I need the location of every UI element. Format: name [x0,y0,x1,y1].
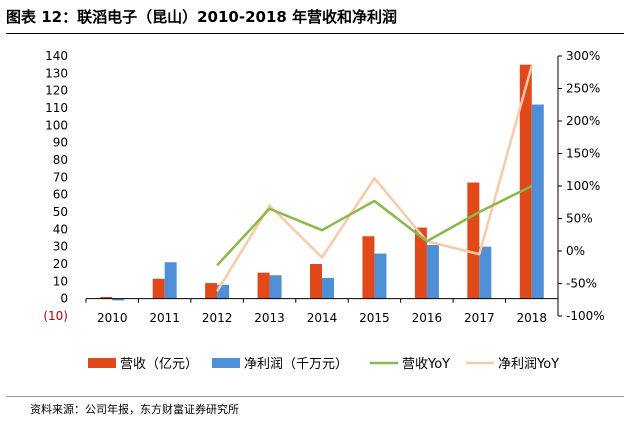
right-axis: -100% -50% 0% 50% 100% 150% 200% 250% 300% [557,49,605,323]
right-tick-label: 200% [566,114,600,128]
profit-bar-2011 [164,262,177,299]
profit-bar-2015 [374,253,387,299]
x-tick-label: 2014 [307,311,338,325]
legend-swatch [88,358,116,368]
x-tick-label: 2017 [464,311,495,325]
profit-bar-2014 [322,277,334,299]
revenue-bar-2015 [362,236,375,299]
bars [100,64,544,301]
yoy-lines [216,65,533,292]
right-tick-label: 0% [566,244,585,258]
left-tick-label: 120 [45,84,68,98]
right-tick-label: 150% [566,147,600,161]
right-tick-label: -50% [566,277,597,291]
chart: (10) 0 10 20 30 40 50 60 70 80 90 100 110 120 130 140 -… [43,49,605,372]
x-axis: 2010 2011 2012 2013 2014 2015 2016 2017 2018 [85,298,559,325]
profit-bar-2017 [479,246,492,299]
left-tick-label: 20 [53,257,68,271]
revenue-bar-2017 [467,182,480,299]
profit-yoy-line [216,65,533,292]
revenue-bar-2013 [257,272,270,299]
left-tick-label: 110 [45,101,68,115]
legend-label: 净利润（千万元） [244,357,348,372]
source-divider [6,396,624,397]
x-tick-label: 2010 [97,311,128,325]
legend-label: 营收YoY [402,357,450,372]
left-tick-label: 40 [53,222,68,236]
profit-bar-2018 [531,104,544,299]
legend: 营收（亿元） 净利润（千万元） 营收YoY 净利润YoY [88,357,559,372]
left-tick-label: 90 [53,136,68,150]
right-tick-label: 50% [566,212,593,226]
left-axis: (10) 0 10 20 30 40 50 60 70 80 90 100 110 120 130 140 [43,49,68,323]
right-tick-label: -100% [566,309,605,323]
revenue-bar-2012 [205,283,218,299]
left-tick-label: 70 [53,170,68,184]
profit-bar-2013 [269,275,282,299]
profit-bar-2010 [112,298,125,301]
revenue-bar-2014 [310,264,322,299]
left-tick-label: 80 [53,153,68,167]
title-underline [6,33,624,34]
x-tick-label: 2015 [359,311,390,325]
left-tick-label: 0 [60,292,68,306]
revenue-bar-2016 [414,227,427,299]
left-tick-label: 100 [45,118,68,132]
left-tick-label: 130 [45,66,68,80]
left-tick-label: 30 [53,240,68,254]
legend-swatch [212,358,240,368]
left-tick-label: 140 [45,49,68,63]
left-tick-label: 60 [53,188,68,202]
x-tick-label: 2013 [254,311,285,325]
legend-label: 营收（亿元） [120,357,198,372]
right-tick-label: 300% [566,49,600,63]
right-tick-label: 100% [566,179,600,193]
revenue-bar-2011 [152,278,165,299]
legend-label: 净利润YoY [498,357,559,372]
x-tick-label: 2016 [412,311,443,325]
right-tick-label: 250% [566,82,600,96]
source-note: 资料来源：公司年报，东方财富证券研究所 [30,403,239,416]
revenue-yoy-line [216,184,533,267]
left-tick-label: (10) [43,309,68,323]
chart-title: 图表 12：联滔电子（昆山）2010-2018 年营收和净利润 [6,8,398,26]
x-tick-label: 2012 [202,311,233,325]
x-tick-label: 2018 [517,311,548,325]
x-tick-label: 2011 [149,311,180,325]
profit-bar-2016 [426,244,439,299]
revenue-bar-2018 [519,64,532,299]
revenue-bar-2010 [100,296,113,299]
left-tick-label: 10 [53,274,68,288]
left-tick-label: 50 [53,205,68,219]
